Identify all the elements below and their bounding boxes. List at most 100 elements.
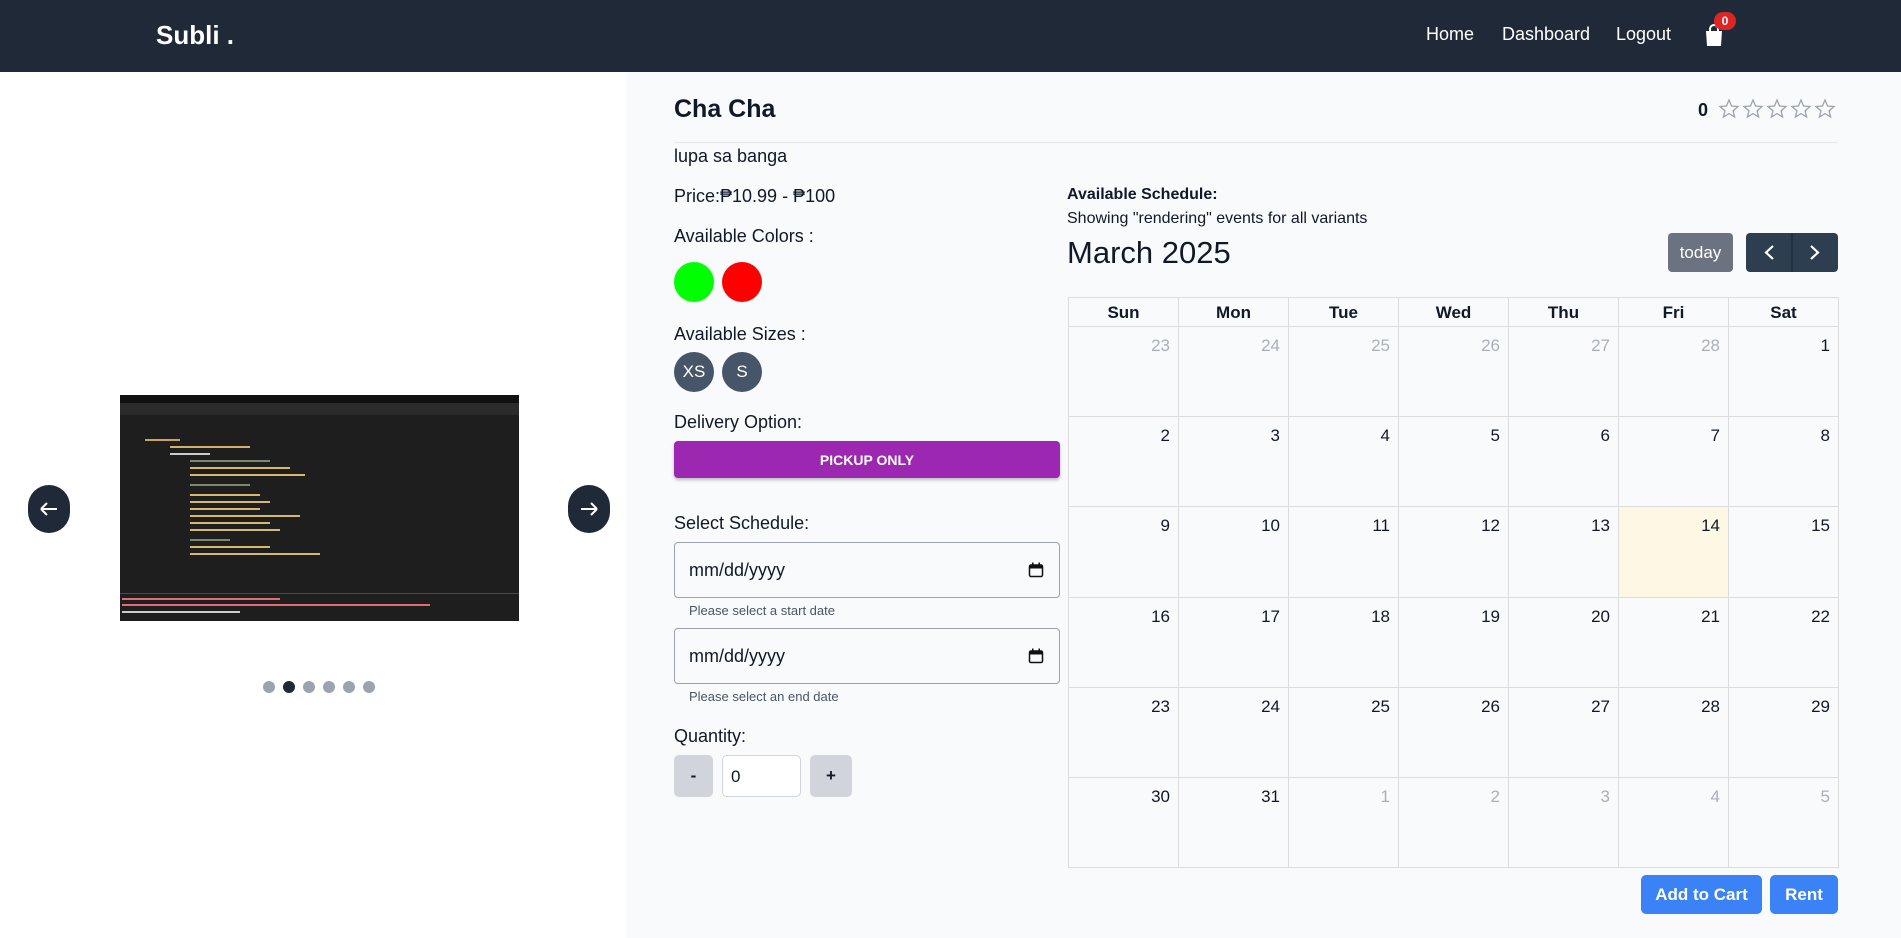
day-cell[interactable]: 14 — [1619, 507, 1729, 598]
day-cell[interactable]: 1 — [1729, 327, 1839, 418]
day-cell[interactable]: 27 — [1509, 327, 1619, 418]
prev-button[interactable] — [28, 485, 70, 533]
day-cell[interactable]: 8 — [1729, 417, 1839, 508]
day-cell[interactable]: 29 — [1729, 687, 1839, 778]
day-cell[interactable]: 18 — [1289, 597, 1399, 688]
day-cell[interactable]: 7 — [1619, 417, 1729, 508]
day-cell[interactable]: 4 — [1619, 778, 1729, 869]
weekday-header: Sun — [1069, 298, 1179, 327]
day-cell[interactable]: 3 — [1509, 778, 1619, 869]
day-cell[interactable]: 23 — [1069, 327, 1179, 418]
day-cell[interactable]: 21 — [1619, 597, 1729, 688]
size-option[interactable]: XS — [674, 352, 714, 392]
day-number: 14 — [1701, 516, 1720, 536]
calendar-icon[interactable] — [1028, 648, 1044, 664]
start-date-hint: Please select a start date — [689, 603, 835, 618]
day-cell[interactable]: 13 — [1509, 507, 1619, 598]
rating-stars[interactable] — [1718, 98, 1840, 122]
weekday-header: Tue — [1289, 298, 1399, 327]
day-number: 23 — [1151, 696, 1170, 716]
day-number: 22 — [1811, 606, 1830, 626]
weekday-header: Thu — [1509, 298, 1619, 327]
day-cell[interactable]: 26 — [1399, 327, 1509, 418]
day-number: 18 — [1371, 606, 1390, 626]
schedule-label: Select Schedule: — [674, 513, 810, 533]
price-label-text: Price: — [674, 186, 721, 206]
day-cell[interactable]: 24 — [1179, 327, 1289, 418]
day-cell[interactable]: 27 — [1509, 687, 1619, 778]
day-cell[interactable]: 12 — [1399, 507, 1509, 598]
day-cell[interactable]: 1 — [1289, 778, 1399, 869]
calendar-nav[interactable] — [1746, 233, 1838, 272]
day-cell[interactable]: 28 — [1619, 687, 1729, 778]
color-swatch[interactable] — [674, 262, 714, 302]
day-cell[interactable]: 20 — [1509, 597, 1619, 688]
day-cell[interactable]: 23 — [1069, 687, 1179, 778]
calendar-month: March 2025 — [1067, 235, 1231, 270]
nav-link[interactable]: Dashboard — [1502, 24, 1591, 44]
colors-label: Available Colors : — [674, 226, 814, 246]
slide-dots[interactable] — [260, 679, 380, 695]
color-swatch[interactable] — [722, 262, 762, 302]
day-cell[interactable]: 22 — [1729, 597, 1839, 688]
day-number: 5 — [1820, 787, 1830, 806]
today-button[interactable]: today — [1668, 233, 1733, 272]
day-cell[interactable]: 15 — [1729, 507, 1839, 598]
rent-button[interactable]: Rent — [1770, 875, 1838, 914]
day-cell[interactable]: 5 — [1729, 778, 1839, 869]
day-number: 29 — [1811, 696, 1830, 716]
product-image — [120, 395, 519, 621]
rating: 0 — [1698, 100, 1709, 120]
day-cell[interactable]: 26 — [1399, 687, 1509, 778]
day-cell[interactable]: 5 — [1399, 417, 1509, 508]
decrement-button[interactable]: - — [674, 755, 713, 797]
schedule-note: Showing "rendering" events for all varia… — [1067, 210, 1368, 227]
day-number: 19 — [1481, 606, 1500, 626]
delivery-option[interactable]: PICKUP ONLY — [674, 441, 1060, 478]
day-cell[interactable]: 28 — [1619, 327, 1729, 418]
day-number: 2 — [1160, 426, 1170, 446]
day-number: 26 — [1481, 696, 1500, 716]
day-number: 1 — [1380, 787, 1390, 806]
calendar-icon[interactable] — [1028, 562, 1044, 578]
day-cell[interactable]: 2 — [1399, 778, 1509, 869]
day-number: 25 — [1371, 336, 1390, 355]
day-cell[interactable]: 17 — [1179, 597, 1289, 688]
quantity-label: Quantity: — [674, 726, 747, 746]
day-cell[interactable]: 31 — [1179, 778, 1289, 869]
brand[interactable]: Subli . — [156, 20, 234, 50]
day-cell[interactable]: 24 — [1179, 687, 1289, 778]
day-cell[interactable]: 4 — [1289, 417, 1399, 508]
weekday-header: Fri — [1619, 298, 1729, 327]
increment-button[interactable]: + — [810, 755, 852, 797]
day-number: 11 — [1372, 516, 1390, 536]
schedule-heading: Available Schedule: — [1067, 186, 1218, 203]
start-date-input[interactable] — [674, 542, 1060, 598]
product-name: Cha Cha — [674, 95, 776, 123]
day-cell[interactable]: 25 — [1289, 687, 1399, 778]
day-number: 23 — [1151, 336, 1170, 355]
day-cell[interactable]: 25 — [1289, 327, 1399, 418]
calendar-grid: Sun Mon Tue Wed Thu Fri Sat 23 24 25 26 27 28 1 2 3 4 5 6 7… — [1068, 297, 1839, 869]
day-cell[interactable]: 10 — [1179, 507, 1289, 598]
day-cell[interactable]: 2 — [1069, 417, 1179, 508]
day-cell[interactable]: 3 — [1179, 417, 1289, 508]
day-number: 28 — [1701, 336, 1720, 355]
nav-link[interactable]: Logout — [1616, 24, 1672, 44]
quantity-input[interactable]: 0 — [722, 755, 801, 797]
day-cell[interactable]: 6 — [1509, 417, 1619, 508]
nav-link[interactable]: Home — [1426, 24, 1475, 44]
day-number: 4 — [1710, 787, 1720, 806]
day-number: 6 — [1600, 426, 1610, 446]
cart-badge: 0 — [1714, 12, 1736, 30]
day-cell[interactable]: 30 — [1069, 778, 1179, 869]
end-date-input[interactable] — [674, 628, 1060, 684]
day-cell[interactable]: 16 — [1069, 597, 1179, 688]
day-cell[interactable]: 19 — [1399, 597, 1509, 688]
add-to-cart-button[interactable]: Add to Cart — [1641, 875, 1762, 914]
day-cell[interactable]: 9 — [1069, 507, 1179, 598]
size-option[interactable]: S — [722, 352, 762, 392]
next-button[interactable] — [568, 485, 610, 533]
sizes-label: Available Sizes : — [674, 324, 806, 344]
day-cell[interactable]: 11 — [1289, 507, 1399, 598]
